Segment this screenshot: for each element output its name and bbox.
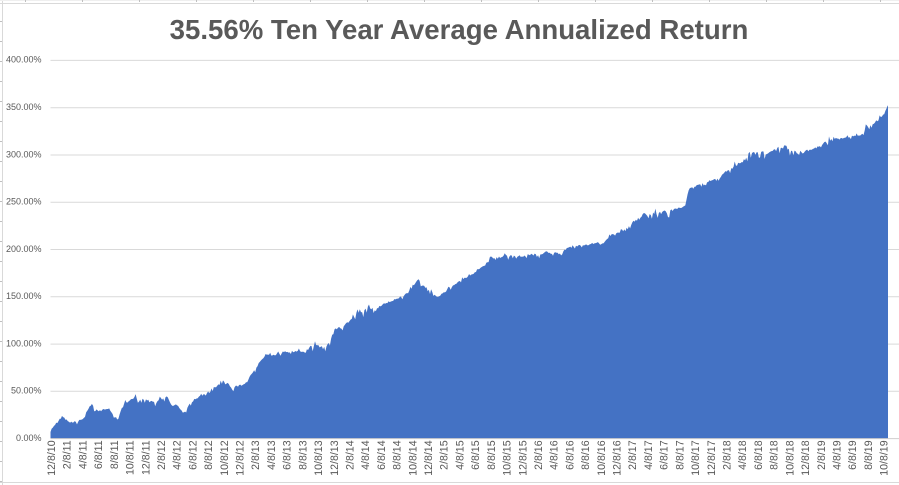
svg-text:2/8/13: 2/8/13 xyxy=(250,440,262,470)
svg-text:4/8/18: 4/8/18 xyxy=(737,440,749,470)
svg-text:4/8/12: 4/8/12 xyxy=(172,440,184,470)
svg-text:4/8/16: 4/8/16 xyxy=(549,440,561,470)
svg-text:4/8/17: 4/8/17 xyxy=(643,440,655,470)
svg-text:8/8/14: 8/8/14 xyxy=(392,440,404,470)
svg-text:8/8/16: 8/8/16 xyxy=(580,440,592,470)
svg-text:6/8/17: 6/8/17 xyxy=(659,440,671,470)
svg-text:8/8/11: 8/8/11 xyxy=(109,440,121,469)
svg-text:12/8/16: 12/8/16 xyxy=(612,440,624,475)
svg-text:12/8/10: 12/8/10 xyxy=(46,440,58,475)
svg-text:4/8/14: 4/8/14 xyxy=(360,440,372,470)
svg-text:2/8/11: 2/8/11 xyxy=(62,440,74,469)
svg-text:400.00%: 400.00% xyxy=(6,55,42,65)
svg-text:200.00%: 200.00% xyxy=(6,244,42,254)
svg-text:35.56% Ten Year Average Annual: 35.56% Ten Year Average Annualized Retur… xyxy=(170,14,749,45)
svg-text:100.00%: 100.00% xyxy=(6,338,42,348)
svg-text:12/8/11: 12/8/11 xyxy=(140,440,152,475)
svg-text:6/8/19: 6/8/19 xyxy=(847,440,859,470)
svg-text:8/8/12: 8/8/12 xyxy=(203,440,215,470)
svg-text:4/8/11: 4/8/11 xyxy=(77,440,89,469)
svg-text:2/8/18: 2/8/18 xyxy=(722,440,734,470)
svg-text:8/8/19: 8/8/19 xyxy=(863,440,875,470)
svg-text:2/8/19: 2/8/19 xyxy=(816,440,828,470)
svg-text:10/8/13: 10/8/13 xyxy=(313,440,325,475)
svg-text:300.00%: 300.00% xyxy=(6,149,42,159)
svg-text:6/8/18: 6/8/18 xyxy=(753,440,765,470)
svg-text:150.00%: 150.00% xyxy=(6,291,42,301)
svg-text:2/8/12: 2/8/12 xyxy=(156,440,168,470)
svg-text:10/8/17: 10/8/17 xyxy=(690,440,702,475)
svg-text:10/8/16: 10/8/16 xyxy=(596,440,608,475)
svg-text:4/8/19: 4/8/19 xyxy=(832,440,844,470)
svg-text:0.00%: 0.00% xyxy=(16,433,42,443)
svg-text:6/8/11: 6/8/11 xyxy=(93,440,105,469)
svg-text:6/8/15: 6/8/15 xyxy=(470,440,482,470)
svg-text:6/8/12: 6/8/12 xyxy=(187,440,199,470)
svg-text:12/8/18: 12/8/18 xyxy=(800,440,812,475)
svg-text:8/8/18: 8/8/18 xyxy=(769,440,781,470)
svg-text:12/8/17: 12/8/17 xyxy=(706,440,718,475)
svg-text:10/8/12: 10/8/12 xyxy=(219,440,231,475)
svg-text:8/8/17: 8/8/17 xyxy=(674,440,686,470)
svg-text:12/8/14: 12/8/14 xyxy=(423,440,435,475)
svg-text:6/8/16: 6/8/16 xyxy=(564,440,576,470)
svg-text:4/8/15: 4/8/15 xyxy=(454,440,466,470)
svg-text:10/8/14: 10/8/14 xyxy=(407,440,419,475)
svg-text:12/8/15: 12/8/15 xyxy=(517,440,529,475)
svg-text:12/8/12: 12/8/12 xyxy=(235,440,247,475)
svg-text:6/8/13: 6/8/13 xyxy=(282,440,294,470)
svg-text:2/8/14: 2/8/14 xyxy=(345,440,357,470)
svg-text:4/8/13: 4/8/13 xyxy=(266,440,278,470)
svg-text:350.00%: 350.00% xyxy=(6,102,42,112)
svg-text:10/8/15: 10/8/15 xyxy=(502,440,514,475)
svg-text:2/8/17: 2/8/17 xyxy=(627,440,639,470)
svg-text:10/8/19: 10/8/19 xyxy=(879,440,891,475)
svg-text:6/8/14: 6/8/14 xyxy=(376,440,388,470)
svg-text:8/8/13: 8/8/13 xyxy=(297,440,309,470)
svg-text:2/8/15: 2/8/15 xyxy=(439,440,451,470)
svg-text:10/8/11: 10/8/11 xyxy=(125,440,137,475)
svg-text:50.00%: 50.00% xyxy=(11,386,42,396)
svg-text:2/8/16: 2/8/16 xyxy=(533,440,545,470)
svg-text:8/8/15: 8/8/15 xyxy=(486,440,498,470)
svg-text:12/8/13: 12/8/13 xyxy=(329,440,341,475)
svg-text:250.00%: 250.00% xyxy=(6,197,42,207)
svg-text:10/8/18: 10/8/18 xyxy=(784,440,796,475)
